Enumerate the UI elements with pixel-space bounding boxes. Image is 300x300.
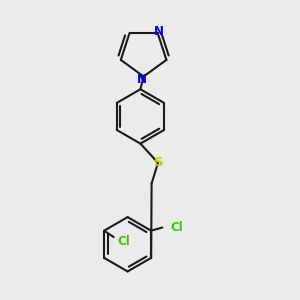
- Text: S: S: [154, 156, 164, 169]
- Text: Cl: Cl: [117, 236, 130, 248]
- Text: Cl: Cl: [170, 221, 183, 234]
- Text: N: N: [137, 73, 147, 85]
- Text: N: N: [154, 25, 164, 38]
